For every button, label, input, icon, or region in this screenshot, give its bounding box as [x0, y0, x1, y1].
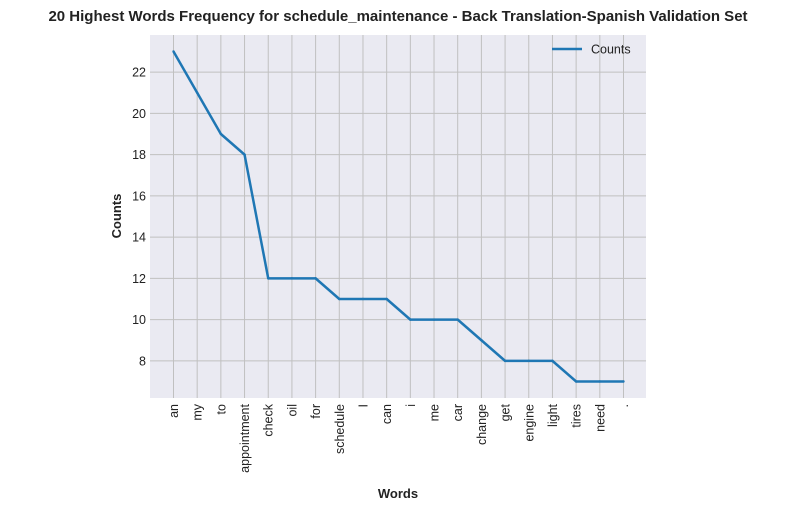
- x-tick-label: appointment: [238, 403, 252, 472]
- legend-label: Counts: [591, 43, 631, 57]
- y-tick-label: 16: [132, 189, 146, 203]
- data-point: [267, 277, 270, 280]
- x-tick-label: .: [617, 404, 631, 407]
- data-point: [385, 297, 388, 301]
- x-tick-label: engine: [522, 404, 536, 442]
- y-tick-label: 14: [132, 231, 146, 245]
- data-point: [338, 297, 341, 301]
- x-tick-label: an: [167, 404, 181, 418]
- data-point: [409, 318, 412, 321]
- y-tick-labels: 8 10 12 14 16 18 20 22: [132, 66, 146, 369]
- data-point: [456, 318, 459, 321]
- x-tick-label: I: [356, 404, 370, 407]
- series-layer: [172, 50, 625, 383]
- legend: Counts: [552, 43, 631, 57]
- y-tick-label: 22: [132, 66, 146, 80]
- data-point: [598, 380, 602, 383]
- x-tick-label: i: [404, 404, 418, 407]
- data-point: [219, 132, 223, 136]
- data-point: [503, 359, 507, 363]
- x-tick-label: light: [546, 403, 560, 426]
- x-tick-label: for: [309, 404, 323, 419]
- data-point: [361, 297, 365, 301]
- data-point: [314, 277, 317, 280]
- x-tick-label: can: [380, 404, 394, 424]
- x-tick-label: oil: [285, 404, 299, 417]
- data-point: [551, 359, 554, 363]
- y-tick-label: 8: [139, 354, 146, 368]
- x-axis-label: Words: [378, 486, 418, 501]
- x-tick-label: schedule: [333, 404, 347, 454]
- data-point: [480, 339, 483, 342]
- data-point: [290, 277, 294, 280]
- x-tick-label: get: [499, 403, 513, 421]
- x-tick-label: my: [191, 403, 205, 420]
- x-tick-label: check: [262, 403, 276, 436]
- data-point: [243, 153, 246, 156]
- x-tick-label: tires: [570, 404, 584, 428]
- y-tick-label: 20: [132, 107, 146, 121]
- series-line: [172, 50, 624, 383]
- data-point: [527, 359, 530, 363]
- data-point: [172, 50, 175, 53]
- data-point: [195, 91, 199, 94]
- data-point: [432, 318, 436, 321]
- y-tick-label: 12: [132, 272, 146, 286]
- data-point: [574, 380, 578, 383]
- gridlines: [150, 35, 646, 398]
- x-tick-label: need: [593, 404, 607, 432]
- y-tick-label: 10: [132, 313, 146, 327]
- y-tick-label: 18: [132, 148, 146, 162]
- chart-title: 20 Highest Words Frequency for schedule_…: [48, 8, 747, 25]
- x-tick-label: me: [428, 404, 442, 421]
- y-axis-label: Counts: [109, 194, 124, 239]
- x-tick-label: to: [214, 404, 228, 414]
- data-point: [622, 380, 625, 383]
- x-tick-label: car: [451, 404, 465, 421]
- x-tick-label: change: [475, 404, 489, 445]
- plot-area: [150, 35, 646, 398]
